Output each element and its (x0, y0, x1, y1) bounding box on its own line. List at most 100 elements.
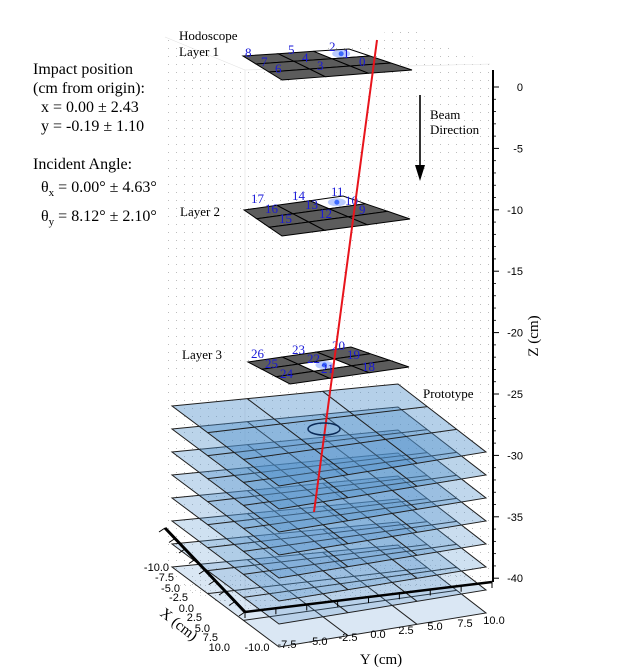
y-tick-label: 7.5 (457, 618, 472, 630)
x-tick-label: 2.5 (187, 612, 202, 624)
angle-info: Incident Angle: θx = 0.00° ± 4.63° θy = … (33, 155, 157, 232)
prototype-grid-line (207, 429, 428, 457)
tile-id-label: 6 (275, 61, 282, 76)
tile-id-label: 12 (319, 206, 332, 221)
prototype-grid-line (322, 390, 418, 464)
y-tick-label: 5.0 (427, 621, 442, 633)
tile-id-label: 7 (261, 54, 268, 69)
x-tick-label: 0.0 (179, 603, 194, 615)
tile-id-label: 25 (265, 356, 278, 371)
prototype-grid-line (247, 421, 349, 499)
incident-angle-title: Incident Angle: (33, 156, 133, 173)
hodoscope-label: Hodoscope (179, 28, 238, 43)
prototype-grid-line (322, 551, 418, 625)
x-major-tick (188, 559, 196, 564)
tile-id-label: 16 (265, 201, 279, 216)
tile-id-label: 18 (362, 359, 375, 374)
x-tick-label: -2.5 (169, 592, 188, 604)
prototype-grid-line (322, 528, 418, 602)
tile-id-label: 19 (347, 347, 360, 362)
z-tick-label: -35 (507, 512, 523, 524)
y-tick-label: 10.0 (483, 615, 504, 627)
prototype-grid-line (243, 428, 457, 460)
tile-id-label: 21 (321, 361, 334, 376)
y-tick-label: -7.5 (278, 639, 297, 651)
theta-y-value: θy = 8.12° ± 2.10° (41, 208, 157, 229)
track-impact-ellipse (307, 422, 341, 436)
x-major-tick (228, 601, 236, 606)
prototype-grid-line (243, 520, 457, 552)
z-tick-label: -15 (507, 266, 523, 278)
prototype-grid-line (207, 452, 428, 480)
x-tick-label: 7.5 (203, 632, 218, 644)
y-tick-label: 0.0 (370, 629, 385, 641)
x-major-tick (198, 569, 206, 575)
hit-center (322, 362, 327, 368)
z-axis-label: Z (cm) (526, 315, 542, 356)
impact-info: Impact position (cm from origin): x = 0.… (33, 60, 145, 136)
impact-y-value: y = -0.19 ± 1.10 (41, 118, 145, 135)
x-tick-label: 10.0 (209, 642, 230, 654)
x-axis: -10.0-7.5-5.0-2.50.02.55.07.510.0 (144, 526, 247, 654)
y-tick-label: -10.0 (244, 642, 269, 654)
x-major-tick (158, 527, 166, 533)
prototype-grid-line (243, 543, 457, 575)
prototype-grid-line (207, 567, 428, 595)
y-tick-label: -5.0 (309, 636, 328, 648)
x-tick-label: -5.0 (161, 583, 180, 595)
tile-id-label: 11 (331, 184, 344, 199)
prototype-plane (170, 406, 488, 510)
tile-id-label: 8 (245, 45, 252, 60)
prototype-grid-line (243, 474, 457, 506)
beam-label-line2: Direction (430, 122, 480, 137)
tile-id-label: 3 (317, 58, 324, 73)
prototype-grid-line (207, 498, 428, 526)
z-axis: 0 -5 -10 -15 -20 -25 -30 -35 -40 (492, 70, 523, 585)
z-tick-label: 0 (517, 82, 523, 94)
hodoscope-tile (350, 62, 413, 74)
tile-id-label: 9 (359, 202, 366, 217)
tile-id-label: 1 (343, 46, 350, 61)
z-tick-label: -40 (507, 573, 523, 585)
tile-id-label: 14 (292, 188, 306, 203)
y-axis: -10.0 -7.5 -5.0 -2.5 0.0 2.5 5.0 7.5 10.0 (244, 580, 505, 654)
impact-position-subtitle: (cm from origin): (33, 80, 145, 97)
floor-grid (165, 555, 490, 612)
prototype-grid-line (243, 566, 457, 598)
tile-id-label: 15 (279, 211, 292, 226)
tile-id-label: 13 (305, 197, 318, 212)
tile-id-label: 17 (251, 191, 265, 206)
x-tick-label: 5.0 (195, 623, 210, 635)
beam-arrow (415, 95, 425, 181)
y-axis-label: Y (cm) (360, 652, 402, 668)
prototype-grid-line (247, 398, 349, 476)
z-tick-label: -5 (513, 143, 523, 155)
y-tick-label: -2.5 (339, 632, 358, 644)
prototype-grid-line (322, 482, 418, 556)
prototype-grid-line (322, 459, 418, 533)
tile-id-label: 24 (280, 366, 294, 381)
impact-x-value: x = 0.00 ± 2.43 (41, 99, 139, 116)
impact-position-title: Impact position (33, 61, 133, 78)
layer2-label: Layer 2 (180, 204, 220, 219)
tile-id-label: 23 (292, 342, 305, 357)
hit-center (334, 199, 340, 205)
x-tick-label: -10.0 (144, 562, 169, 574)
layer3-label: Layer 3 (182, 347, 222, 362)
y-tick-label: 2.5 (398, 625, 413, 637)
prototype-stack (170, 383, 488, 648)
prototype-grid-line (243, 589, 457, 621)
x-major-tick (218, 590, 226, 596)
tile-id-label: 5 (288, 42, 295, 57)
tile-id-label: 26 (251, 346, 265, 361)
x-tick-label: -7.5 (155, 572, 174, 584)
z-tick-label: -20 (507, 328, 523, 340)
prototype-grid-line (207, 521, 428, 549)
prototype-label: Prototype (423, 386, 474, 401)
prototype-grid-line (243, 497, 457, 529)
hodoscope-tile (346, 210, 411, 226)
